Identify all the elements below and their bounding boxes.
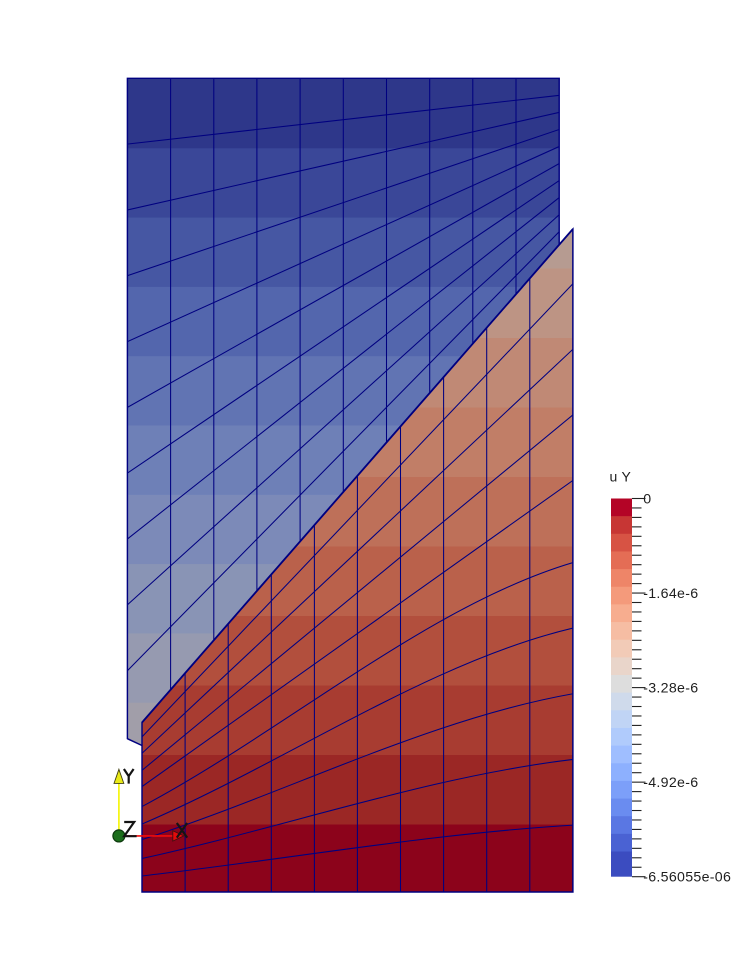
svg-text:-1.64e-6: -1.64e-6 xyxy=(643,586,698,602)
svg-text:u Y: u Y xyxy=(610,469,632,485)
svg-text:-6.56055e-06: -6.56055e-06 xyxy=(643,870,731,886)
svg-text:-4.92e-6: -4.92e-6 xyxy=(643,775,698,791)
svg-text:0: 0 xyxy=(643,492,651,508)
svg-text:-3.28e-6: -3.28e-6 xyxy=(643,681,698,697)
